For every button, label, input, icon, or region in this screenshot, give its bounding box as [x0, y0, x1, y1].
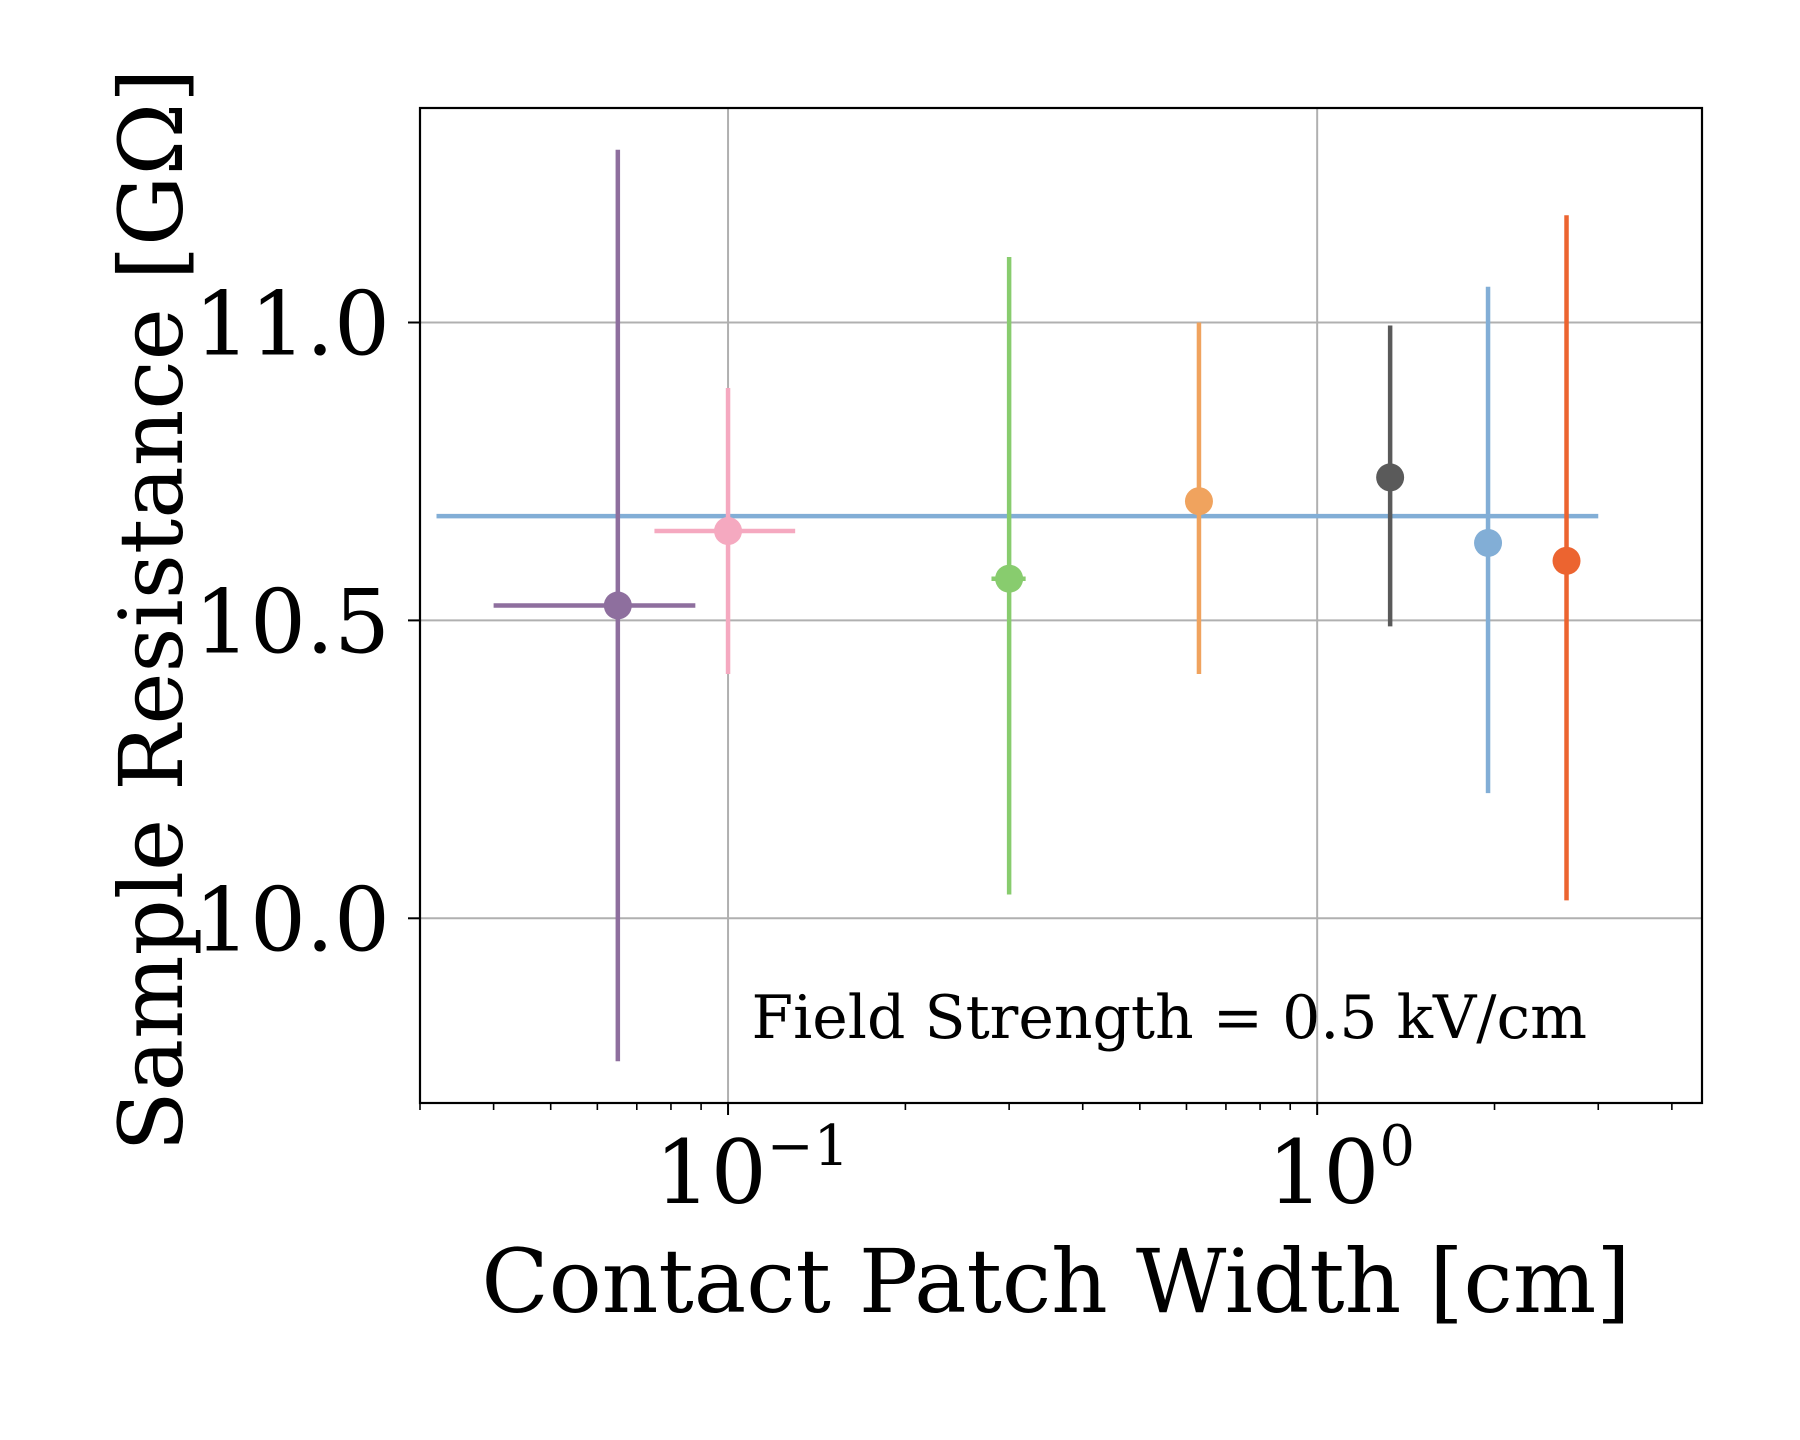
data-point-group — [1376, 325, 1405, 627]
data-point-group — [991, 256, 1026, 895]
data-point-group — [493, 149, 696, 1062]
y-axis-label: Sample Resistance [GΩ] — [100, 68, 203, 1151]
data-point — [1552, 546, 1581, 575]
data-point — [1184, 487, 1213, 516]
data-point-group — [654, 388, 796, 675]
data-point — [603, 591, 632, 620]
data-points — [493, 149, 1581, 1062]
data-point — [995, 564, 1024, 593]
plot-frame — [418, 106, 1704, 1105]
data-point-group — [1474, 286, 1503, 794]
y-tick-label: 10.5 — [194, 570, 390, 673]
data-point — [714, 517, 743, 546]
y-tick-label: 10.0 — [194, 868, 390, 971]
field-strength-annotation: Field Strength = 0.5 kV/cm — [751, 983, 1587, 1053]
data-point — [1474, 528, 1503, 557]
x-axis-label: Contact Patch Width [cm] — [481, 1230, 1630, 1333]
data-point-group — [1552, 215, 1581, 901]
y-tick-label: 11.0 — [194, 272, 390, 375]
data-point-group — [1184, 322, 1213, 675]
data-point — [1376, 463, 1405, 492]
